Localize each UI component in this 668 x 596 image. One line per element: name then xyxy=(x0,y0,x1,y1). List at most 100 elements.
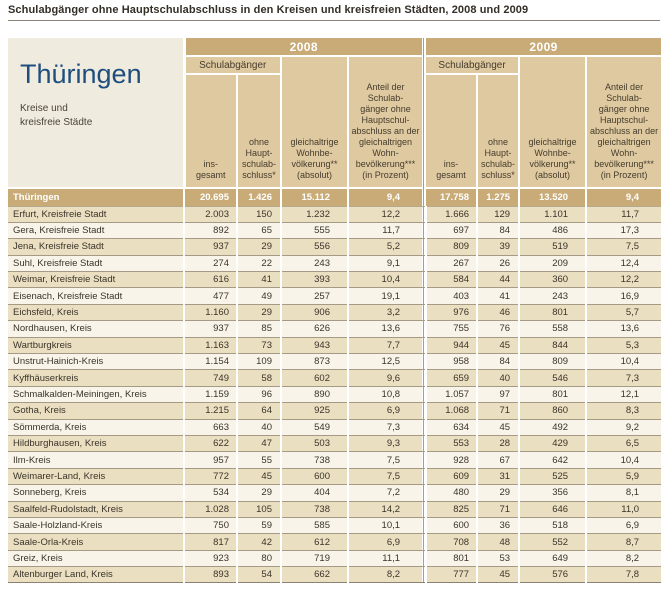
cell-2009-insgesamt: 659 xyxy=(426,369,479,387)
cell-2008-ohne-abschluss: 85 xyxy=(237,320,282,338)
row-label: Gera, Kreisfreie Stadt xyxy=(8,222,185,240)
cell-2008-ohne-abschluss: 64 xyxy=(237,402,282,420)
cell-2009-insgesamt: 1.666 xyxy=(426,206,479,223)
table-row: Kyffhäuserkreis 749 58 602 9,6 659 40 546 7,3 xyxy=(8,369,662,387)
cell-2009-ohne-abschluss: 36 xyxy=(477,517,521,535)
cell-2009-anteil: 5,7 xyxy=(586,304,662,322)
table-row: Greiz, Kreis 923 80 719 11,1 801 53 649 8,2 xyxy=(8,550,662,568)
cell-2009-ohne-abschluss: 45 xyxy=(477,337,521,355)
cell-2008-insgesamt: 937 xyxy=(184,320,238,338)
row-label: Hildburghausen, Kreis xyxy=(8,435,185,453)
year-group-divider xyxy=(422,337,428,355)
cell-2008-anteil: 9,3 xyxy=(348,435,423,453)
cell-2008-insgesamt: 923 xyxy=(184,550,238,568)
total-row-label: Thüringen xyxy=(8,188,185,207)
cell-2009-wohnbevoelkerung: 546 xyxy=(519,369,588,387)
cell-2008-anteil: 5,2 xyxy=(348,238,423,256)
year-group-divider xyxy=(422,517,428,535)
year-group-divider xyxy=(422,206,428,223)
cell-2009-insgesamt: 708 xyxy=(426,533,479,551)
cell-2009-wohnbevoelkerung: 1.101 xyxy=(519,206,588,223)
cell-2008-wohnbevoelkerung: 890 xyxy=(281,386,349,404)
cell-2008-anteil: 10,8 xyxy=(348,386,423,404)
cell-2008-ohne-abschluss: 22 xyxy=(237,255,282,273)
table-row: Erfurt, Kreisfreie Stadt 2.003 150 1.232 12,… xyxy=(8,206,662,223)
cell-2008-ohne-abschluss: 54 xyxy=(237,566,282,584)
cell-2008-anteil: 11,7 xyxy=(348,222,423,240)
cell-2008-wohnbevoelkerung: 555 xyxy=(281,222,349,240)
year-group-divider xyxy=(422,533,428,551)
cell-2008-insgesamt: 534 xyxy=(184,484,238,502)
year-group-divider xyxy=(422,238,428,256)
cell-2009-anteil: 6,5 xyxy=(586,435,662,453)
cell-2009-insgesamt: 403 xyxy=(426,287,479,305)
cell-2009-anteil: 7,8 xyxy=(586,566,662,584)
cell-2009-ohne-abschluss: 71 xyxy=(477,501,521,518)
cell-2009-ohne-abschluss: 84 xyxy=(477,222,521,240)
total-2008-anteil: 9,4 xyxy=(348,188,423,207)
cell-2009-anteil: 8,2 xyxy=(586,550,662,568)
cell-2008-insgesamt: 1.028 xyxy=(184,501,238,518)
cell-2009-ohne-abschluss: 45 xyxy=(477,566,521,584)
cell-2009-anteil: 12,1 xyxy=(586,386,662,404)
table-row: Eisenach, Kreisfreie Stadt 477 49 257 19,1 40… xyxy=(8,287,662,305)
cell-2009-insgesamt: 584 xyxy=(426,271,479,289)
cell-2008-ohne-abschluss: 109 xyxy=(237,353,282,371)
cell-2009-anteil: 17,3 xyxy=(586,222,662,240)
total-2008-ohne-abschluss: 1.426 xyxy=(237,188,282,207)
cell-2009-insgesamt: 777 xyxy=(426,566,479,584)
row-label: Gotha, Kreis xyxy=(8,402,185,420)
cell-2008-insgesamt: 1.215 xyxy=(184,402,238,420)
total-2008-insgesamt: 20.695 xyxy=(184,188,238,207)
region-header-cell: Thüringen Kreise und kreisfreie Städte xyxy=(8,38,186,189)
cell-2009-ohne-abschluss: 31 xyxy=(477,468,521,486)
cell-2009-wohnbevoelkerung: 844 xyxy=(519,337,588,355)
table-row: Weimarer-Land, Kreis 772 45 600 7,5 609 31 525 5… xyxy=(8,468,662,486)
cell-2009-insgesamt: 697 xyxy=(426,222,479,240)
total-2008-wohnbevoelkerung: 15.112 xyxy=(281,188,349,207)
total-row: Thüringen 20.695 1.426 15.112 9,4 17.758… xyxy=(8,188,662,207)
statistics-table: Thüringen Kreise und kreisfreie Städte 2… xyxy=(8,38,662,584)
table-row: Suhl, Kreisfreie Stadt 274 22 243 9,1 267 26 20… xyxy=(8,255,662,273)
table-body: Thüringen 20.695 1.426 15.112 9,4 17.758… xyxy=(8,188,662,584)
year-group-divider xyxy=(422,38,427,188)
table-row: Schmalkalden-Meiningen, Kreis 1.159 96 890 1… xyxy=(8,386,662,404)
table-row: Altenburger Land, Kreis 893 54 662 8,2 777 45 5… xyxy=(8,566,662,584)
table-row: Sonneberg, Kreis 534 29 404 7,2 480 29 356 8,1 xyxy=(8,484,662,502)
cell-2008-ohne-abschluss: 40 xyxy=(237,419,282,436)
table-row: Eichsfeld, Kreis 1.160 29 906 3,2 976 46 801 5,7 xyxy=(8,304,662,322)
cell-2009-insgesamt: 944 xyxy=(426,337,479,355)
cell-2009-wohnbevoelkerung: 801 xyxy=(519,386,588,404)
cell-2009-anteil: 12,2 xyxy=(586,271,662,289)
cell-2008-ohne-abschluss: 45 xyxy=(237,468,282,486)
cell-2009-insgesamt: 553 xyxy=(426,435,479,453)
cell-2009-ohne-abschluss: 46 xyxy=(477,304,521,322)
cell-2008-wohnbevoelkerung: 503 xyxy=(281,435,349,453)
table-row: Sömmerda, Kreis 663 40 549 7,3 634 45 492 9,2 xyxy=(8,419,662,436)
cell-2009-insgesamt: 958 xyxy=(426,353,479,371)
year-group-divider xyxy=(422,484,428,502)
cell-2008-anteil: 6,9 xyxy=(348,533,423,551)
col-header-ohne-abschluss-2009: ohne Haupt- schulab- schluss* xyxy=(477,74,521,189)
col-header-anteil-2008: Anteil der Schulab- gänger ohne Hauptsch… xyxy=(348,56,423,189)
year-group-divider xyxy=(422,501,428,518)
cell-2008-wohnbevoelkerung: 404 xyxy=(281,484,349,502)
table-row: Wartburgkreis 1.163 73 943 7,7 944 45 844 5,3 xyxy=(8,337,662,355)
table-row: Weimar, Kreisfreie Stadt 616 41 393 10,4 584 4… xyxy=(8,271,662,289)
cell-2009-anteil: 8,3 xyxy=(586,402,662,420)
table-row: Saale-Holzland-Kreis 750 59 585 10,1 600 36 518… xyxy=(8,517,662,535)
total-2009-anteil: 9,4 xyxy=(586,188,662,207)
cell-2008-ohne-abschluss: 59 xyxy=(237,517,282,535)
year-group-divider xyxy=(422,188,427,207)
row-label: Altenburger Land, Kreis xyxy=(8,566,185,584)
cell-2009-wohnbevoelkerung: 360 xyxy=(519,271,588,289)
cell-2009-wohnbevoelkerung: 558 xyxy=(519,320,588,338)
page-title: Schulabgänger ohne Hauptschulabschluss i… xyxy=(8,4,529,16)
row-label: Jena, Kreisfreie Stadt xyxy=(8,238,185,256)
cell-2009-wohnbevoelkerung: 519 xyxy=(519,238,588,256)
cell-2009-anteil: 13,6 xyxy=(586,320,662,338)
cell-2009-insgesamt: 976 xyxy=(426,304,479,322)
row-label: Greiz, Kreis xyxy=(8,550,185,568)
year-group-divider xyxy=(422,353,428,371)
cell-2008-wohnbevoelkerung: 873 xyxy=(281,353,349,371)
